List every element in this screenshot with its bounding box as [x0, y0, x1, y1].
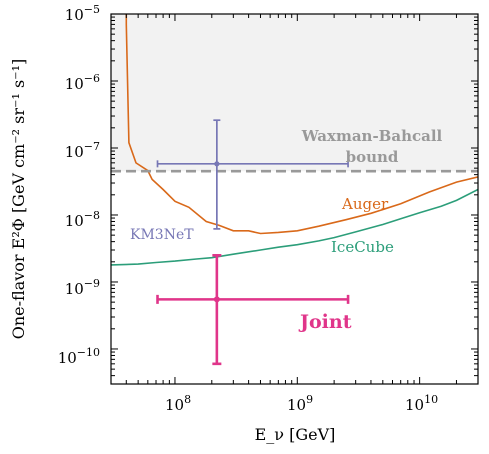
x-tick-label: 1010 — [405, 393, 438, 414]
y-tick-label: 10−6 — [65, 72, 100, 93]
icecube-curve — [111, 188, 478, 266]
joint-label: Joint — [298, 311, 352, 333]
tick-marks — [110, 13, 479, 385]
x-tick-label: 108 — [165, 393, 191, 414]
y-tick-label: 10−7 — [65, 140, 100, 161]
y-tick-label: 10−5 — [65, 3, 100, 24]
y-tick-label: 10−9 — [65, 277, 100, 298]
km3net-point — [214, 161, 220, 167]
x-axis-label: E_ν [GeV] — [255, 425, 336, 444]
waxman-bahcall-label-line2: bound — [346, 148, 399, 166]
auger-curve — [125, 14, 478, 235]
x-tick-label: 109 — [287, 393, 313, 414]
waxman-bahcall-label: Waxman-Bahcall — [301, 127, 443, 145]
km3net-label: KM3NeT — [130, 227, 194, 243]
plot-area — [110, 13, 479, 385]
y-axis-label: One-flavor E²Φ [GeV cm⁻² sr⁻¹ s⁻¹] — [9, 59, 28, 340]
plot-frame — [110, 13, 479, 385]
shaded-excluded-region — [111, 14, 478, 172]
joint-point — [213, 296, 220, 303]
icecube-label: IceCube — [331, 238, 394, 256]
y-tick-label: 10−10 — [58, 346, 100, 367]
auger-label: Auger — [341, 195, 389, 213]
y-tick-label: 10−8 — [65, 209, 100, 230]
error-bar-points — [156, 119, 350, 366]
series-layer — [111, 14, 478, 266]
